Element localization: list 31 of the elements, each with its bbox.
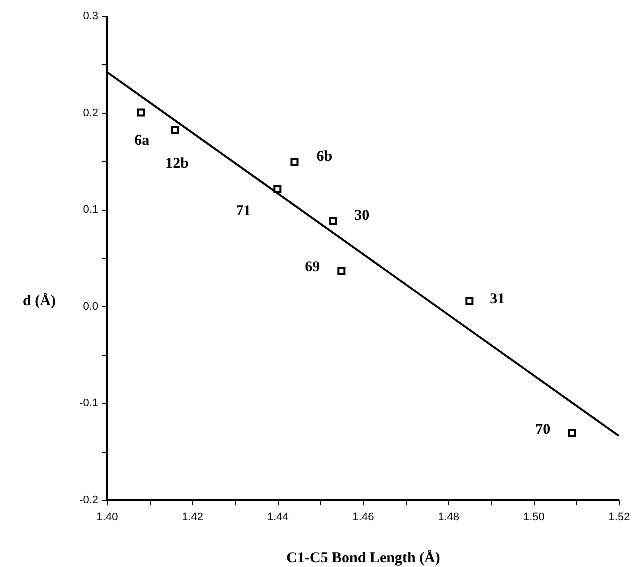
y-tick-label: -0.1 — [80, 398, 98, 410]
y-tick-label: 0.3 — [83, 10, 98, 22]
annotation: 71 — [236, 203, 252, 220]
point — [466, 298, 474, 306]
annotation: 31 — [490, 292, 506, 308]
annotation: 6a — [134, 132, 150, 149]
x-tick-label: 1.42 — [182, 512, 204, 524]
x-tick-label: 1.40 — [96, 512, 118, 524]
x-tick-label: 1.46 — [352, 512, 374, 524]
point — [274, 185, 282, 194]
point — [290, 158, 299, 166]
point — [568, 429, 576, 438]
point — [171, 126, 180, 134]
y-tick-label: 0.0 — [83, 300, 98, 313]
y-tick-label: 0.2 — [83, 107, 98, 120]
x-axis-title: C1-C5 Bond Length (Å) — [286, 550, 440, 566]
point — [137, 108, 146, 117]
annotation: 6b — [316, 149, 333, 166]
annotation: 70 — [536, 422, 551, 438]
x-tick-label: 1.48 — [438, 512, 460, 524]
x-tick-label: 1.50 — [523, 512, 545, 524]
annotation: 12b — [166, 156, 189, 172]
y-tick-label: 0.1 — [83, 204, 98, 216]
annotation: 30 — [354, 208, 370, 224]
y-tick-label: -0.2 — [80, 494, 98, 506]
point — [338, 268, 346, 276]
y-axis-title: d (Å) — [23, 292, 56, 310]
x-tick-label: 1.52 — [608, 512, 630, 524]
x-tick-label: 1.44 — [267, 512, 289, 524]
annotation: 69 — [305, 260, 320, 276]
point — [329, 217, 338, 226]
